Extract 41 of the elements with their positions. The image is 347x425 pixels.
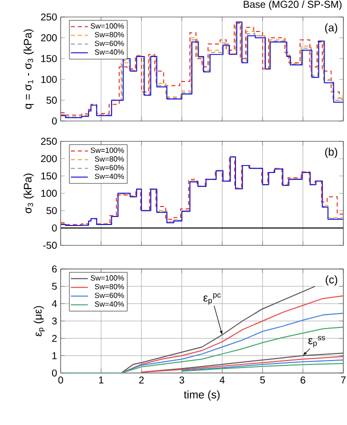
y-tick-label: 4 <box>52 300 57 308</box>
y-axis-title: q = σ$_{1}$ - σ$_{3}$ (kPa) <box>24 29 34 109</box>
line-series <box>60 326 344 373</box>
y-tick-label: 150 <box>41 55 57 62</box>
y-tick-label: 3 <box>52 317 57 325</box>
y-tick-label: 0 <box>52 224 57 232</box>
y-tick-label: -50 <box>43 242 57 249</box>
y-tick-label: 150 <box>41 172 57 180</box>
y-tick-label: 0 <box>52 117 57 125</box>
y-tick-label: 2 <box>52 334 57 342</box>
chart-title: Base (MG20 / SP-SM) <box>244 0 342 10</box>
y-tick-label: 50 <box>46 96 57 104</box>
x-tick-label: 4 <box>220 376 225 384</box>
y-tick-label: 200 <box>41 155 57 162</box>
x-axis-title: time (s) <box>184 390 220 401</box>
y-tick-label: 50 <box>46 207 57 214</box>
line-series <box>181 359 344 371</box>
x-tick-label: 6 <box>300 376 306 384</box>
y-tick-label: 200 <box>41 34 57 42</box>
x-tick-label: 5 <box>260 376 265 384</box>
x-tick-label: 0 <box>58 376 64 384</box>
line-series <box>140 356 344 373</box>
y-tick-label: 100 <box>41 190 57 197</box>
y-tick-label: 0 <box>52 369 57 377</box>
x-tick-label: 2 <box>139 376 144 384</box>
y-tick-label: 250 <box>41 13 57 21</box>
y-tick-label: 1 <box>52 352 57 360</box>
y-tick-label: 5 <box>52 282 57 290</box>
annotation: (a) <box>325 23 338 34</box>
y-tick-label: 6 <box>52 265 57 273</box>
x-tick-label: 1 <box>99 376 104 384</box>
line-series <box>140 352 344 373</box>
y-axis-title: σ$_{3}$ (kPa) <box>24 174 34 214</box>
y-tick-label: 250 <box>41 138 57 145</box>
y-axis-title: ε$_{p}$ (με) <box>34 306 45 336</box>
x-tick-label: 7 <box>341 376 346 384</box>
y-tick-label: 100 <box>41 76 57 83</box>
annotation: (c) <box>326 275 338 286</box>
line-series <box>181 362 344 372</box>
x-tick-label: 3 <box>179 376 184 384</box>
annotation: (b) <box>325 148 338 158</box>
